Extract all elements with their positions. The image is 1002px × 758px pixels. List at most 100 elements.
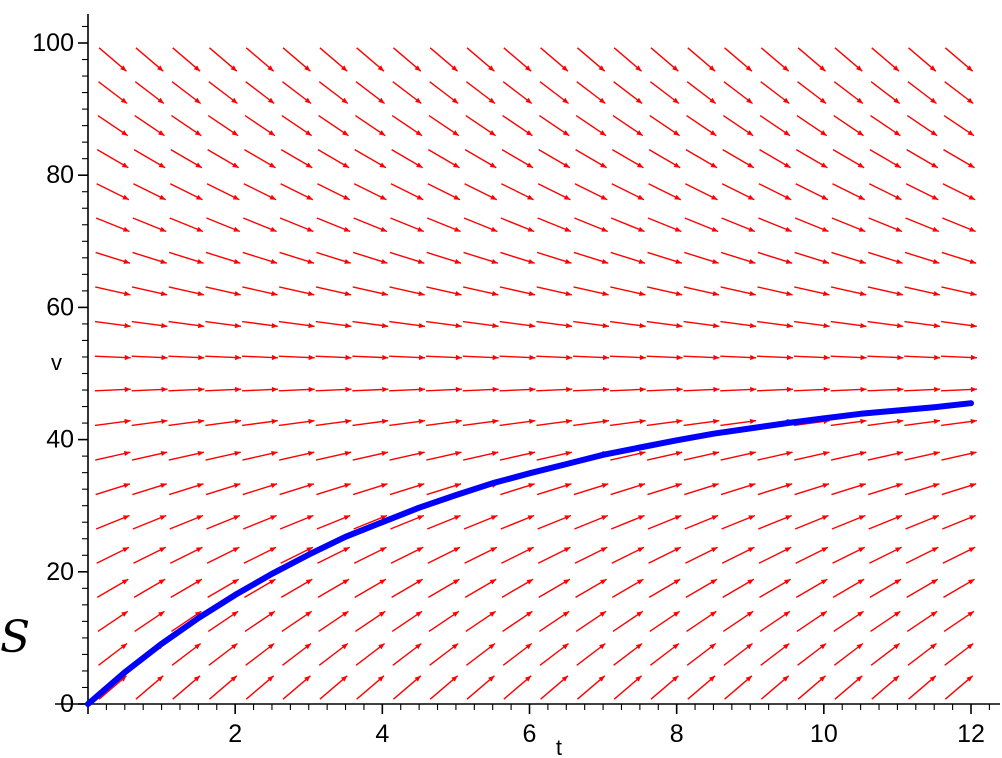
slope-arrow-shaft bbox=[941, 419, 977, 427]
slope-arrow bbox=[759, 610, 791, 633]
slope-arrow-shaft bbox=[279, 514, 314, 530]
slope-arrow-head bbox=[782, 675, 789, 682]
slope-arrow-head bbox=[712, 258, 719, 264]
slope-arrow-head bbox=[451, 675, 458, 682]
slope-arrow-head bbox=[233, 483, 241, 489]
slope-arrow bbox=[315, 386, 352, 393]
slope-arrow-shaft bbox=[169, 546, 203, 564]
slope-arrow bbox=[95, 450, 131, 461]
slope-arrow-shaft bbox=[205, 251, 241, 264]
slope-arrow-head bbox=[934, 386, 941, 393]
slope-arrow-head bbox=[601, 226, 608, 232]
slope-arrow bbox=[648, 183, 682, 201]
solution-curve bbox=[85, 400, 974, 707]
slope-arrow bbox=[686, 81, 717, 105]
slope-arrow-head bbox=[451, 97, 459, 104]
slope-arrow bbox=[536, 386, 573, 393]
slope-arrow-head bbox=[600, 162, 607, 168]
slope-arrow bbox=[536, 354, 573, 361]
slope-arrow bbox=[904, 386, 941, 393]
slope-arrow-head bbox=[673, 611, 680, 617]
slope-arrow bbox=[723, 81, 753, 105]
slope-arrow-head bbox=[157, 65, 164, 72]
slope-arrow bbox=[905, 546, 939, 564]
slope-arrow-head bbox=[381, 258, 388, 264]
x-tick-label: 2 bbox=[228, 720, 242, 748]
slope-arrow bbox=[131, 320, 168, 329]
slope-arrow bbox=[463, 514, 498, 530]
slope-arrow-head bbox=[713, 322, 720, 329]
slope-arrow-head bbox=[157, 97, 164, 104]
slope-arrow-head bbox=[267, 675, 274, 682]
slope-arrow-head bbox=[892, 65, 900, 72]
slope-arrow-head bbox=[783, 643, 790, 650]
slope-arrow-shaft bbox=[95, 286, 131, 296]
slope-arrow-shaft bbox=[134, 610, 165, 633]
slope-arrow bbox=[760, 675, 790, 700]
slope-arrow-shaft bbox=[868, 546, 902, 564]
slope-arrow-head bbox=[382, 354, 389, 361]
slope-arrow-head bbox=[269, 194, 277, 200]
slope-arrow bbox=[868, 483, 903, 496]
slope-arrow-shaft bbox=[942, 546, 976, 564]
slope-arrow-shaft bbox=[279, 217, 314, 233]
slope-arrow-head bbox=[489, 130, 496, 136]
slope-arrow bbox=[391, 148, 424, 169]
slope-arrow-head bbox=[896, 483, 903, 489]
slope-arrow bbox=[721, 546, 755, 564]
slope-arrow-shaft bbox=[390, 217, 425, 233]
slope-arrow-shaft bbox=[868, 183, 902, 201]
slope-arrow-head bbox=[564, 515, 571, 521]
slope-arrow-shaft bbox=[536, 251, 572, 264]
slope-arrow-head bbox=[452, 130, 459, 136]
slope-arrow-shaft bbox=[793, 388, 830, 392]
slope-arrow-head bbox=[306, 547, 313, 553]
slope-arrow-shaft bbox=[724, 47, 753, 72]
slope-arrow-shaft bbox=[465, 642, 496, 666]
slope-arrow bbox=[646, 418, 683, 427]
slope-arrow-head bbox=[711, 194, 718, 200]
slope-arrow-head bbox=[636, 130, 643, 136]
slope-arrow bbox=[537, 217, 572, 233]
slope-arrow-head bbox=[271, 386, 278, 393]
slope-arrow bbox=[206, 217, 241, 233]
slope-arrow-head bbox=[711, 547, 718, 553]
slope-arrow bbox=[794, 251, 830, 264]
slope-arrow-shaft bbox=[538, 610, 570, 633]
slope-arrow-shaft bbox=[905, 183, 939, 201]
slope-arrow-shaft bbox=[758, 546, 792, 564]
slope-arrow bbox=[502, 81, 533, 105]
slope-arrow-shaft bbox=[573, 320, 610, 328]
slope-arrow bbox=[831, 251, 867, 264]
slope-arrow-head bbox=[491, 290, 499, 297]
slope-arrow-shaft bbox=[279, 251, 315, 264]
slope-arrow bbox=[171, 610, 202, 633]
slope-arrow bbox=[97, 114, 129, 137]
slope-arrow bbox=[500, 514, 535, 530]
slope-arrow bbox=[830, 418, 867, 427]
slope-arrow bbox=[315, 450, 352, 461]
slope-arrow bbox=[611, 578, 644, 599]
slope-arrow-shaft bbox=[683, 355, 720, 359]
slope-arrow bbox=[832, 183, 866, 201]
slope-arrow-head bbox=[270, 515, 277, 521]
slope-arrow bbox=[758, 514, 792, 530]
slope-arrow-head bbox=[306, 226, 314, 232]
slope-arrow bbox=[429, 675, 459, 700]
slope-arrow-shaft bbox=[132, 217, 167, 233]
slope-arrow-shaft bbox=[391, 610, 423, 633]
slope-arrow-head bbox=[160, 483, 167, 489]
slope-arrow-head bbox=[637, 547, 645, 553]
slope-arrow bbox=[794, 483, 830, 496]
slope-arrow-head bbox=[673, 579, 681, 585]
slope-arrow-head bbox=[381, 483, 388, 489]
slope-arrow-head bbox=[933, 418, 941, 425]
slope-arrow bbox=[392, 675, 422, 700]
slope-arrow-head bbox=[968, 579, 975, 585]
slope-arrow bbox=[613, 675, 643, 700]
slope-arrow bbox=[427, 183, 461, 201]
slope-arrow-head bbox=[564, 226, 571, 232]
slope-arrow-head bbox=[930, 611, 938, 617]
slope-arrow-head bbox=[709, 97, 716, 104]
slope-arrow-head bbox=[122, 515, 130, 521]
